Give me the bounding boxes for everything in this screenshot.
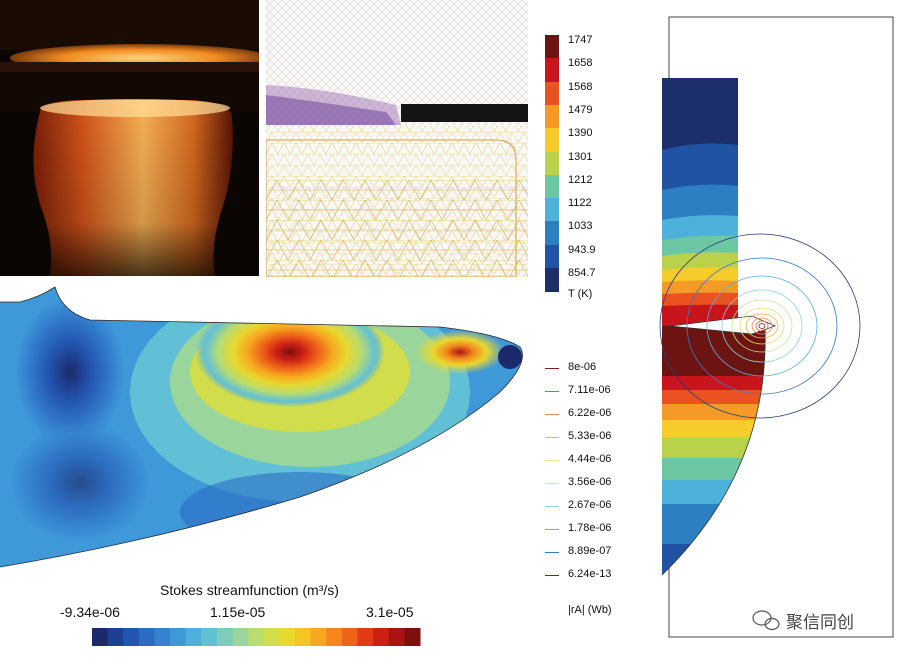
contour-level-label: 6.22e-06 [568, 407, 612, 419]
contour-level-label: 2.67e-06 [568, 499, 612, 511]
streamfunction-min-label: -9.34e-06 [60, 604, 120, 620]
temperature-swatch [545, 221, 559, 246]
contour-level-label: 7.11e-06 [568, 384, 611, 396]
temperature-swatch [545, 35, 559, 59]
temperature-level-label: 1212 [568, 173, 593, 186]
streamfunction-title: Stokes streamfunction (m³/s) [160, 582, 339, 598]
mesh-panel [266, 0, 528, 277]
streamfunction-colorbar-cell [373, 628, 390, 646]
contour-line-sample [545, 483, 559, 484]
temperature-level-label: 1301 [568, 150, 593, 163]
temperature-unit-label: T (K) [568, 288, 593, 300]
streamfunction-colorbar-cell [295, 628, 312, 646]
temperature-level-label: 854.7 [568, 267, 596, 279]
temperature-level-label: 1658 [568, 57, 593, 70]
contour-line-sample [545, 391, 559, 392]
streamfunction-colorbar-cell [92, 628, 109, 646]
contour-level-label: 1.78e-06 [568, 522, 612, 534]
temperature-swatch [545, 268, 559, 292]
streamfunction-plot: Stokes streamfunction (m³/s) -9.34e-06 1… [0, 282, 530, 661]
temperature-level-label: 1390 [568, 127, 593, 140]
temperature-level-label: 1747 [568, 34, 593, 46]
watermark-text: 聚信同创 [786, 613, 854, 632]
streamfunction-colorbar-cell [404, 628, 421, 646]
contour-line-sample [545, 437, 559, 438]
contour-level-label: 4.44e-06 [568, 453, 612, 465]
magnetic-unit-label: |rA| (Wb) [568, 604, 612, 616]
temperature-level-label: 1568 [568, 80, 593, 93]
streamfunction-colorbar-cell [310, 628, 327, 646]
streamfunction-colorbar-cell [263, 628, 280, 646]
temperature-level-label: 1122 [568, 197, 592, 210]
contour-line-sample [545, 529, 559, 530]
streamfunction-colorbar-cell [232, 628, 249, 646]
contour-level-label: 3.56e-06 [568, 476, 612, 488]
contour-level-label: 8e-06 [568, 361, 597, 373]
streamfunction-mid-label: 1.15e-05 [210, 604, 266, 620]
contour-line-sample [545, 552, 559, 553]
streamfunction-max-label: 3.1e-05 [366, 604, 414, 620]
temperature-level-label: 1479 [568, 103, 593, 116]
wechat-icon [752, 610, 780, 631]
temperature-swatch [545, 58, 559, 83]
contour-line-sample [545, 368, 559, 369]
streamfunction-colorbar-cell [123, 628, 140, 646]
temperature-swatch [545, 151, 559, 176]
streamfunction-colorbar-cell [248, 628, 265, 646]
temperature-swatch [545, 244, 559, 269]
temperature-swatch [545, 128, 559, 152]
streamfunction-colorbar-cell [279, 628, 296, 646]
temperature-swatch [545, 198, 559, 222]
contour-line-sample [545, 414, 559, 415]
contour-line-sample [545, 506, 559, 507]
contour-line-sample [545, 460, 559, 461]
streamfunction-colorbar-cell [357, 628, 374, 646]
temperature-level-label: 943.9 [568, 243, 596, 256]
simulation-panel: 聚信同创 [640, 0, 916, 661]
streamfunction-colorbar-cell [170, 628, 187, 646]
streamfunction-colorbar-cell [326, 628, 343, 646]
contour-level-label: 8.89e-07 [568, 545, 612, 557]
streamfunction-colorbar-cell [388, 628, 405, 646]
contour-level-label: 6.24e-13 [568, 568, 612, 580]
contour-line-sample [545, 575, 559, 576]
streamfunction-colorbar-cell [107, 628, 124, 646]
contour-level-label: 5.33e-06 [568, 430, 612, 442]
temperature-swatch [545, 104, 559, 129]
streamfunction-colorbar [92, 628, 421, 646]
temperature-swatch [545, 81, 559, 106]
streamfunction-colorbar-cell [216, 628, 234, 646]
crystal-photo [0, 0, 259, 276]
streamfunction-colorbar-cell [138, 628, 155, 646]
streamfunction-colorbar-cell [201, 628, 218, 646]
streamfunction-colorbar-cell [341, 628, 359, 646]
temperature-swatch [545, 174, 559, 199]
temperature-level-label: 1033 [568, 220, 593, 233]
streamfunction-colorbar-cell [154, 628, 171, 646]
streamfunction-colorbar-cell [185, 628, 202, 646]
